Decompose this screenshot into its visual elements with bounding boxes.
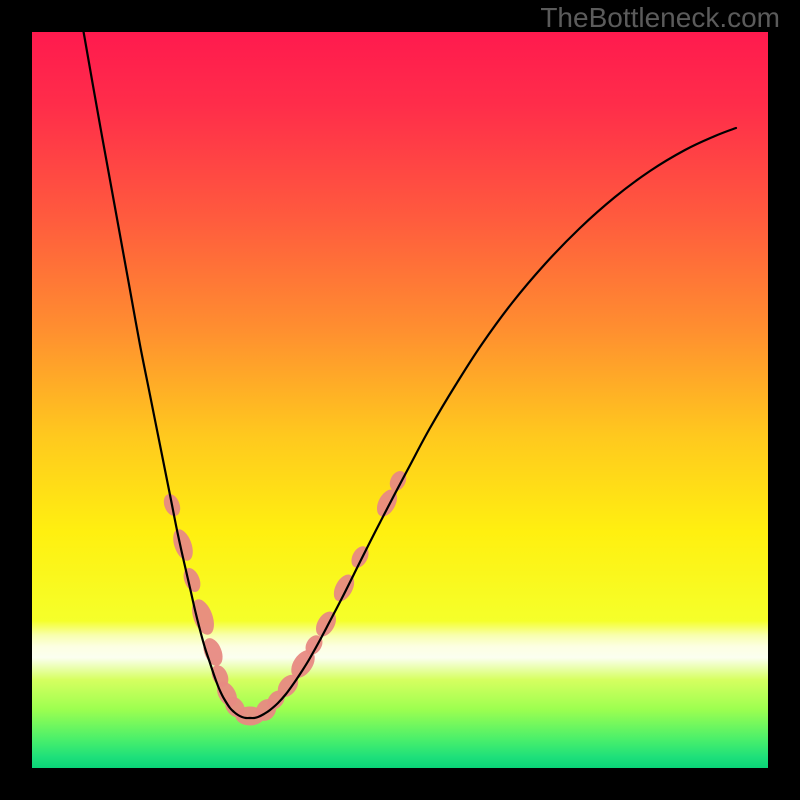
beads-group bbox=[161, 469, 408, 725]
bead-4 bbox=[200, 636, 225, 668]
bead-14 bbox=[313, 609, 340, 640]
chart-root: TheBottleneck.com bbox=[0, 0, 800, 800]
bead-2 bbox=[181, 566, 203, 593]
curve-left bbox=[78, 0, 250, 718]
plot-area bbox=[32, 32, 768, 768]
overlay-svg bbox=[32, 32, 768, 768]
watermark-text: TheBottleneck.com bbox=[540, 2, 780, 34]
